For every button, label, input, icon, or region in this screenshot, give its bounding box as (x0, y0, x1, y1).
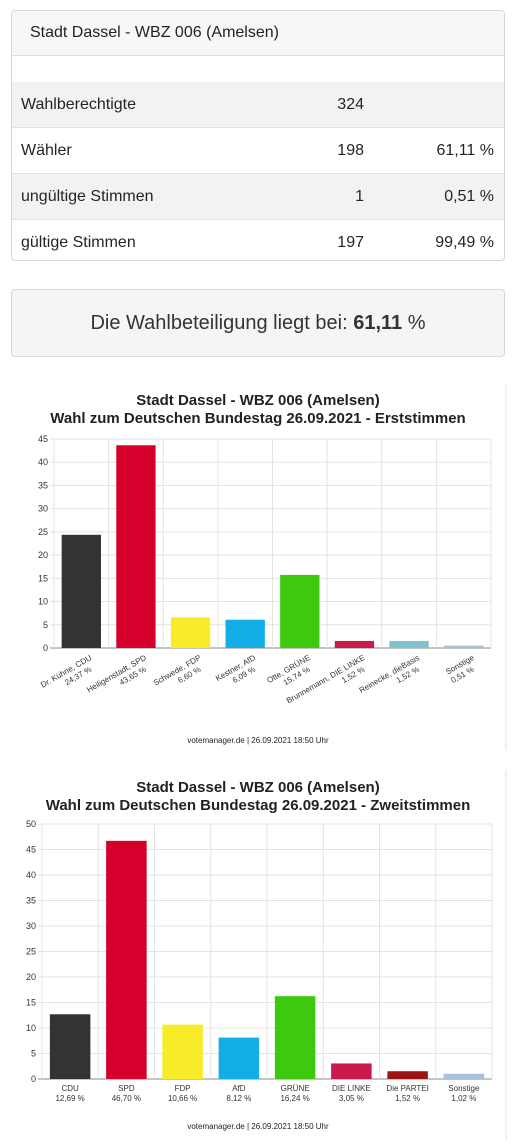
y-tick-label: 35 (26, 896, 36, 906)
bar-7 (387, 1071, 428, 1079)
bar-3 (170, 617, 211, 648)
row-count: 1 (244, 173, 364, 220)
y-tick-label: 40 (26, 870, 36, 880)
y-tick-label: 20 (38, 550, 48, 560)
category-label: SPD (118, 1084, 135, 1093)
row-percent: 99,49 % (364, 219, 504, 260)
y-tick-label: 15 (26, 998, 36, 1008)
turnout-suffix: % (407, 312, 426, 334)
category-label: Die PARTEI (386, 1084, 428, 1093)
y-tick-label: 5 (43, 620, 48, 630)
bar-1 (49, 1014, 91, 1079)
row-count: 198 (244, 127, 364, 174)
value-label: 46,70 % (112, 1094, 141, 1103)
category-label: FDP (175, 1084, 191, 1093)
turnout-prefix: Die Wahlbeteiligung liegt bei: (90, 312, 348, 334)
bar-8 (443, 1073, 485, 1079)
bar-4 (218, 1037, 260, 1079)
chart-credit: votemanager.de | 26.09.2021 18:50 Uhr (187, 1122, 329, 1131)
y-tick-label: 25 (26, 947, 36, 957)
y-tick-label: 30 (38, 504, 48, 514)
summary-table: Wahlberechtigte 324 Wähler 198 61,11 % u… (12, 82, 504, 260)
category-label: CDU (61, 1084, 79, 1093)
row-label: Wahlberechtigte (12, 82, 244, 128)
value-label: 12,69 % (55, 1094, 84, 1103)
chart-subtitle: Wahl zum Deutschen Bundestag 26.09.2021 … (46, 797, 471, 814)
row-count: 197 (244, 219, 364, 260)
chart-title: Stadt Dassel - WBZ 006 (Amelsen) (136, 779, 379, 796)
summary-title: Stadt Dassel - WBZ 006 (Amelsen) (12, 11, 504, 56)
row-count: 324 (244, 82, 364, 128)
y-tick-label: 40 (38, 457, 48, 467)
table-row: Wähler 198 61,11 % (12, 127, 504, 174)
turnout-banner: Die Wahlbeteiligung liegt bei: 61,11 % (11, 289, 505, 357)
value-label: 8,12 % (226, 1094, 251, 1103)
category-label: Sonstige (448, 1084, 480, 1093)
table-row: Wahlberechtigte 324 (12, 82, 504, 128)
row-label: gültige Stimmen (12, 219, 244, 260)
summary-spacer (12, 56, 504, 82)
y-tick-label: 5 (31, 1049, 36, 1059)
value-label: 3,05 % (339, 1094, 364, 1103)
value-label: 1,52 % (395, 1094, 420, 1103)
chart-title: Stadt Dassel - WBZ 006 (Amelsen) (136, 392, 379, 409)
value-label: 1,02 % (451, 1094, 476, 1103)
category-label: DIE LINKE (332, 1084, 371, 1093)
row-percent: 0,51 % (364, 173, 504, 220)
bar-5 (274, 996, 316, 1079)
value-label: 10,66 % (168, 1094, 197, 1103)
bar-6 (331, 1063, 372, 1079)
y-tick-label: 15 (38, 573, 48, 583)
y-tick-label: 45 (26, 845, 36, 855)
category-label: GRÜNE (281, 1084, 310, 1093)
chart-credit: votemanager.de | 26.09.2021 18:50 Uhr (187, 736, 329, 745)
bar-2 (106, 840, 147, 1079)
bar-7 (389, 640, 429, 648)
chart-subtitle: Wahl zum Deutschen Bundestag 26.09.2021 … (50, 410, 465, 427)
value-label: 16,24 % (280, 1094, 309, 1103)
turnout-value: 61,11 (353, 312, 403, 334)
bar-8 (444, 645, 484, 648)
table-row: gültige Stimmen 197 99,49 % (12, 219, 504, 260)
bar-5 (280, 574, 320, 648)
y-tick-label: 35 (38, 480, 48, 490)
y-tick-label: 0 (43, 643, 48, 653)
y-tick-label: 25 (38, 527, 48, 537)
y-tick-label: 30 (26, 921, 36, 931)
bar-2 (116, 445, 156, 648)
y-tick-label: 20 (26, 972, 36, 982)
summary-card: Stadt Dassel - WBZ 006 (Amelsen) Wahlber… (11, 10, 505, 261)
chart-zweitstimmen-svg: Stadt Dassel - WBZ 006 (Amelsen)Wahl zum… (26, 770, 507, 1140)
row-label: ungültige Stimmen (12, 173, 244, 220)
y-tick-label: 0 (31, 1074, 36, 1084)
y-tick-label: 10 (38, 597, 48, 607)
bar-3 (162, 1024, 203, 1079)
chart-erststimmen-svg: Stadt Dassel - WBZ 006 (Amelsen)Wahl zum… (38, 385, 507, 750)
y-tick-label: 50 (26, 819, 36, 829)
row-label: Wähler (12, 127, 244, 174)
row-percent: 61,11 % (364, 127, 504, 174)
row-percent (364, 82, 504, 128)
y-tick-label: 10 (26, 1023, 36, 1033)
y-tick-label: 45 (38, 434, 48, 444)
chart-erststimmen: Stadt Dassel - WBZ 006 (Amelsen) Wahl zum… (0, 385, 516, 750)
bar-1 (61, 534, 101, 648)
category-label: AfD (232, 1084, 246, 1093)
bar-6 (334, 640, 375, 648)
bar-4 (225, 619, 265, 648)
table-row: ungültige Stimmen 1 0,51 % (12, 173, 504, 220)
chart-zweitstimmen: Stadt Dassel - WBZ 006 (Amelsen) Wahl zum… (0, 770, 516, 1140)
